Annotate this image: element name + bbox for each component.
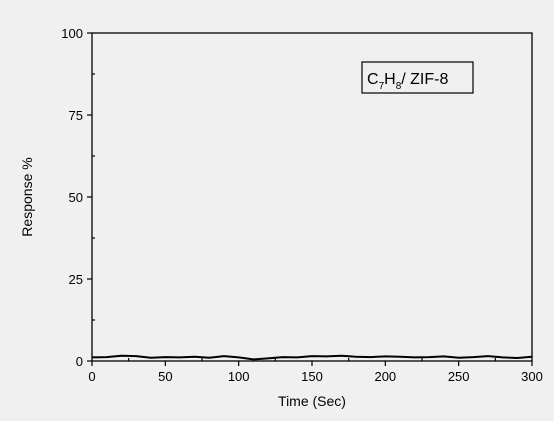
- annotation-box: C7H8/ ZIF-8: [361, 61, 474, 94]
- x-tick-label: 250: [448, 369, 470, 384]
- y-tick-label: 50: [69, 190, 83, 205]
- x-tick-label: 0: [88, 369, 95, 384]
- x-tick-label: 150: [301, 369, 323, 384]
- x-tick-label: 50: [158, 369, 172, 384]
- x-tick-label: 100: [228, 369, 250, 384]
- series-line: [91, 354, 533, 361]
- annotation-label: C7H8/ ZIF-8: [367, 71, 448, 92]
- y-tick-label: 100: [61, 26, 83, 41]
- annotation-sub-8: 8: [396, 81, 402, 92]
- annotation-border: [361, 61, 474, 94]
- y-axis-label: Response %: [19, 157, 35, 236]
- x-tick-label: 200: [374, 369, 396, 384]
- x-axis-label: Time (Sec): [278, 393, 346, 409]
- annotation-c: C: [367, 71, 379, 88]
- annotation-sub-7: 7: [379, 81, 385, 92]
- y-tick-label: 25: [69, 272, 83, 287]
- y-tick-label: 0: [76, 354, 83, 369]
- tick-labels: 0 50 100 150 200 250 300 0 25 50 75 100: [61, 26, 543, 384]
- x-tick-label: 300: [521, 369, 543, 384]
- annotation-tail: / ZIF-8: [401, 71, 448, 88]
- axis-ticks: [87, 32, 533, 366]
- y-tick-label: 75: [69, 108, 83, 123]
- annotation-h: H: [384, 71, 396, 88]
